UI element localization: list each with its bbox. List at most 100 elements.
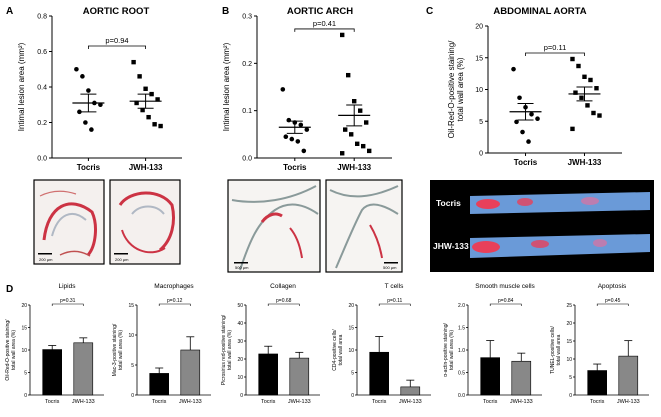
- y-tick-label: 1.5: [458, 325, 465, 331]
- x-category-label: Tocris: [514, 158, 538, 167]
- y-tick-label: 5: [131, 363, 134, 369]
- data-point: [570, 56, 575, 62]
- data-point: [98, 102, 103, 108]
- data-point: [343, 127, 348, 132]
- y-axis-label: total wall area (%): [456, 57, 465, 121]
- x-category-label: JWH-133: [568, 158, 602, 167]
- x-category-label: JWH-133: [129, 163, 163, 172]
- subplot-title: Apoptosis: [598, 283, 627, 290]
- data-point: [143, 86, 148, 91]
- y-tick-label: 15: [128, 303, 134, 309]
- y-tick-label: 50: [237, 303, 243, 309]
- micrograph-aortic-arch-tocris: [227, 179, 321, 273]
- data-point: [346, 72, 351, 78]
- data-point: [74, 66, 79, 72]
- y-tick-label: 0.0: [242, 156, 252, 163]
- y-axis-label: total wall area: [338, 334, 344, 365]
- data-point: [579, 95, 584, 100]
- x-category-label: Tocris: [77, 163, 101, 172]
- micrograph-aortic-root-tocris: [33, 179, 105, 265]
- y-axis-label: Oil-Red-O-positive staining/: [447, 40, 456, 139]
- data-point: [576, 63, 581, 69]
- x-category-label: JWH-133: [510, 399, 533, 405]
- data-point: [131, 59, 136, 65]
- data-point: [529, 111, 534, 117]
- data-point: [597, 113, 602, 118]
- y-tick-label: 25: [566, 303, 572, 309]
- data-point: [585, 103, 590, 108]
- y-tick-label: 0: [131, 393, 134, 399]
- subplot-title: T cells: [385, 283, 404, 290]
- panel-letter-b: B: [222, 6, 229, 17]
- data-point: [526, 139, 531, 144]
- y-tick-label: 0.2: [242, 61, 252, 68]
- y-tick-label: 0: [24, 393, 27, 399]
- panel-letter-a: A: [6, 6, 13, 17]
- subplot-title: Smooth muscle cells: [475, 283, 535, 290]
- p-value-label: p=0.94: [105, 36, 128, 45]
- significance-bracket: [294, 28, 355, 32]
- y-axis-label: total wall area (%): [118, 330, 124, 370]
- significance-bracket: [158, 303, 191, 306]
- x-category-label: JWH-133: [399, 399, 422, 405]
- y-tick-label: 15: [21, 325, 27, 331]
- y-tick-label: 0: [569, 393, 572, 399]
- y-axis-label: α-actin-positive staining/: [443, 323, 449, 377]
- data-point: [152, 122, 157, 127]
- bar: [149, 373, 169, 396]
- y-tick-label: 0.5: [458, 370, 465, 376]
- y-tick-label: 5: [479, 119, 483, 126]
- data-point: [594, 86, 599, 91]
- bar: [480, 357, 501, 396]
- y-tick-label: 10: [21, 348, 27, 354]
- data-point: [304, 127, 310, 132]
- y-tick-label: 40: [237, 321, 243, 327]
- p-value-label: p=0.84: [498, 298, 514, 304]
- data-point: [146, 114, 151, 120]
- y-tick-label: 5: [569, 375, 572, 381]
- data-point: [514, 119, 519, 125]
- p-value-label: p=0.41: [313, 19, 336, 28]
- y-tick-label: 20: [475, 24, 483, 31]
- data-point: [340, 32, 345, 38]
- x-category-label: JWH-133: [288, 399, 311, 405]
- data-point: [358, 108, 363, 113]
- data-point: [352, 99, 357, 104]
- data-point: [134, 100, 139, 106]
- data-point: [355, 141, 360, 146]
- panel-letter-d: D: [6, 284, 13, 295]
- y-axis-label: total wall area (%): [227, 330, 233, 370]
- data-point: [535, 116, 540, 122]
- x-category-label: Tocris: [283, 163, 307, 172]
- panel-letter-c: C: [426, 6, 433, 17]
- data-point: [89, 127, 94, 132]
- y-tick-label: 0.2: [37, 120, 47, 127]
- x-category-label: Tocris: [372, 399, 387, 405]
- x-category-label: Tocris: [152, 399, 167, 405]
- y-axis-label: Oil-Red-O-positive staining/: [5, 319, 11, 381]
- data-point: [511, 66, 516, 72]
- aorta-label-tocris: Tocris: [436, 198, 461, 208]
- bar: [289, 357, 310, 396]
- p-value-label: p=0.45: [605, 298, 621, 304]
- subplot-title: Lipids: [59, 283, 77, 290]
- data-point: [80, 74, 85, 79]
- data-point: [588, 77, 593, 83]
- bar: [618, 355, 639, 396]
- x-category-label: JWH-133: [337, 163, 371, 172]
- scale-bar-label: 200 µm: [115, 257, 129, 262]
- bar: [511, 360, 532, 396]
- p-value-label: p=0.12: [167, 298, 183, 304]
- data-point: [86, 88, 91, 93]
- x-category-label: JWH-133: [72, 399, 95, 405]
- panel-title-aortic-arch: AORTIC ARCH: [287, 6, 353, 17]
- y-axis-label: Mac-3-positive staining/: [112, 323, 118, 376]
- x-category-label: JWH-133: [617, 399, 640, 405]
- y-tick-label: 20: [566, 321, 572, 327]
- y-tick-label: 0: [479, 151, 483, 158]
- y-tick-label: 10: [128, 333, 134, 339]
- bar: [73, 342, 94, 396]
- p-value-label: p=0.11: [544, 43, 567, 52]
- subplot-title: Collagen: [270, 283, 296, 290]
